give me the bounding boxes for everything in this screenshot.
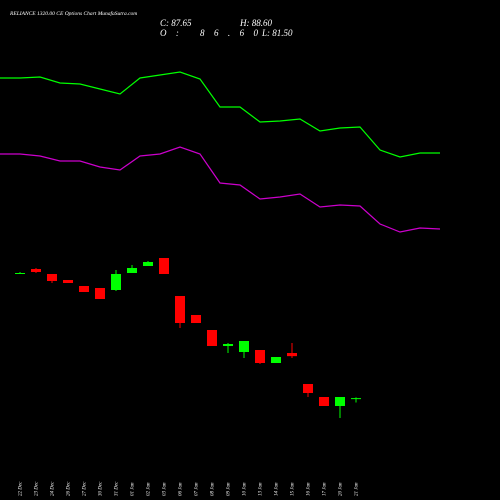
x-tick-label: 31 Dec (115, 481, 120, 496)
x-tick-label: 30 Dec (99, 481, 104, 496)
x-tick-label: 08 Jan (211, 482, 216, 496)
x-tick-label: 21 Jan (355, 482, 360, 496)
candle-body (143, 262, 153, 266)
candle-body (303, 384, 313, 393)
x-tick-label: 17 Jan (323, 482, 328, 496)
candle-body (159, 258, 169, 274)
chart-title: RELIANCE 1320.00 CE Options Chart Munafa… (9, 10, 137, 17)
candle-body (287, 353, 297, 357)
x-tick-label: 02 Jan (147, 482, 152, 496)
candle-body (15, 273, 25, 274)
x-tick-label: 20 Jan (339, 482, 344, 496)
candle-body (95, 288, 105, 299)
x-tick-label: 01 Jan (131, 482, 136, 496)
candle-body (239, 341, 249, 352)
candle-body (271, 357, 281, 363)
candle-body (255, 350, 265, 363)
candle-body (47, 274, 57, 281)
indicator-line (0, 71, 440, 158)
candle-body (111, 274, 121, 290)
x-tick-label: 24 Dec (51, 481, 56, 496)
x-tick-label: 27 Dec (83, 481, 88, 496)
indicator-line (0, 146, 441, 233)
x-tick-label: 06 Jan (179, 482, 184, 496)
candle-body (351, 398, 361, 400)
x-tick-label: 14 Jan (275, 482, 280, 496)
x-tick-label: 07 Jan (195, 482, 200, 496)
candle-body (223, 344, 233, 346)
x-tick-label: 26 Dec (67, 481, 72, 496)
low-label: L: 81.50 (261, 28, 293, 38)
x-tick-label: 13 Jan (259, 482, 264, 496)
candle-body (207, 330, 217, 346)
close-label: C: 87.65 (160, 18, 192, 28)
candle-body (31, 269, 41, 272)
x-tick-label: 10 Jan (243, 482, 248, 496)
x-tick-label: 03 Jan (163, 482, 168, 496)
x-tick-label: 16 Jan (307, 482, 312, 496)
candle-body (127, 268, 137, 273)
candle-body (319, 397, 329, 406)
candle-body (335, 397, 345, 406)
x-tick-label: 23 Dec (35, 481, 40, 496)
high-label: H: 88.60 (239, 18, 272, 28)
candle-body (191, 315, 201, 323)
x-tick-label: 09 Jan (227, 482, 232, 496)
x-tick-label: 15 Jan (291, 482, 296, 496)
candle-body (79, 286, 89, 292)
x-tick-label: 22 Dec (19, 481, 24, 496)
candle-body (63, 280, 73, 283)
candle-body (175, 296, 185, 323)
